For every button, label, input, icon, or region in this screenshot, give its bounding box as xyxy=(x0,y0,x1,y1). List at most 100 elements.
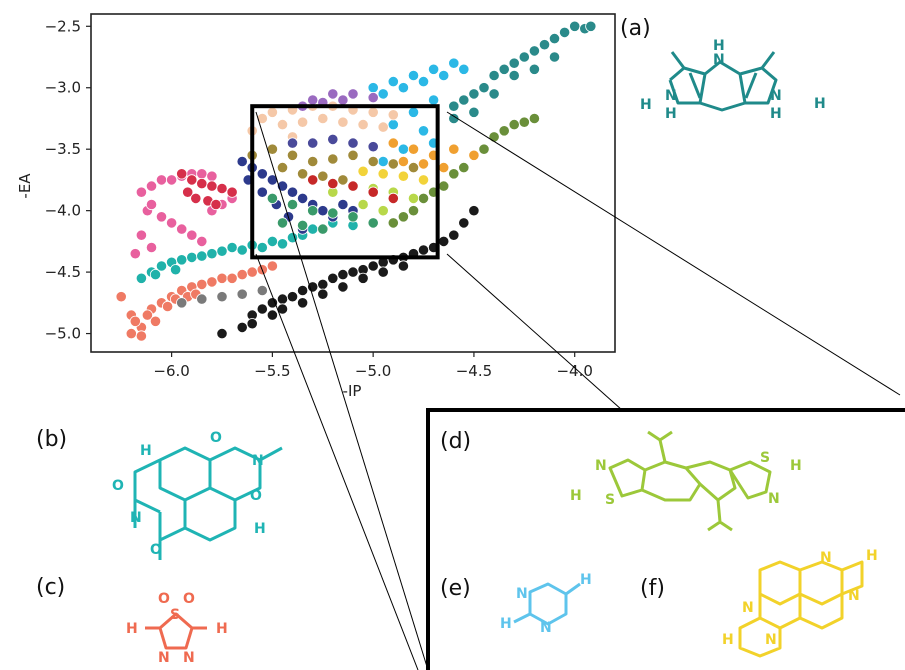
scatter-point xyxy=(357,165,369,177)
atom-label: H xyxy=(770,106,782,122)
atom-label: S xyxy=(605,492,615,508)
scatter-point xyxy=(216,182,228,195)
scatter-point xyxy=(397,82,409,94)
scatter-point xyxy=(162,300,174,313)
scatter-point xyxy=(125,327,137,340)
scatter-point xyxy=(377,168,389,180)
scatter-point xyxy=(206,180,218,192)
y-axis-label: -EA xyxy=(16,173,34,199)
scatter-point xyxy=(397,170,409,182)
scatter-point xyxy=(307,155,319,168)
scatter-point xyxy=(387,137,399,149)
scatter-point xyxy=(307,205,319,217)
scatter-point xyxy=(286,186,299,198)
scatter-point xyxy=(266,297,278,309)
scatter-point xyxy=(417,174,430,186)
scatter-point xyxy=(296,168,309,180)
scatter-point xyxy=(135,272,147,284)
scatter-point xyxy=(569,20,581,32)
scatter-point xyxy=(149,268,162,281)
scatter-point xyxy=(478,82,490,94)
scatter-point xyxy=(307,94,319,106)
scatter-point xyxy=(246,266,258,278)
scatter-point xyxy=(478,143,490,155)
scatter-point xyxy=(337,281,349,293)
y-tick-label: −5.0 xyxy=(45,325,81,343)
x-tick-label: −4.5 xyxy=(456,362,492,380)
atom-label: O xyxy=(250,488,262,504)
scatter-point xyxy=(417,76,430,88)
panel-label-c: (c) xyxy=(36,575,65,600)
scatter-point xyxy=(145,180,158,192)
scatter-point xyxy=(176,168,188,180)
atom-label: S xyxy=(170,607,180,623)
scatter-point xyxy=(176,223,188,235)
scatter-point xyxy=(182,186,194,198)
scatter-point xyxy=(296,284,309,297)
scatter-point xyxy=(190,192,202,204)
scatter-point xyxy=(286,137,299,149)
scatter-point xyxy=(468,106,480,118)
atom-label: H xyxy=(722,632,734,648)
scatter-point xyxy=(347,137,359,149)
scatter-point xyxy=(397,155,409,168)
scatter-point xyxy=(286,291,299,303)
projection-line-b xyxy=(446,253,623,411)
scatter-point xyxy=(407,143,420,155)
atom-label: H xyxy=(866,548,878,564)
atom-label: H xyxy=(126,621,138,637)
scatter-point xyxy=(337,198,349,211)
atom-label: H xyxy=(640,97,652,113)
scatter-point xyxy=(377,88,389,100)
scatter-point xyxy=(528,112,541,125)
scatter-point xyxy=(468,205,480,217)
panel-label-d: (d) xyxy=(440,429,471,454)
scatter-point xyxy=(186,251,198,263)
plot-frame xyxy=(90,13,616,353)
scatter-point xyxy=(458,94,470,106)
atom-label: N xyxy=(540,620,552,636)
atom-label: H xyxy=(500,616,512,632)
scatter-point xyxy=(256,241,268,254)
x-axis-label: -IP xyxy=(343,382,362,400)
scatter-point xyxy=(216,291,228,303)
scatter-point xyxy=(488,131,500,143)
atom-label: H xyxy=(713,38,725,54)
scatter-point xyxy=(296,219,309,231)
scatter-point xyxy=(387,158,399,170)
scatter-point xyxy=(387,109,399,121)
atom-label: H xyxy=(216,621,228,637)
scatter-point xyxy=(129,315,141,327)
scatter-point xyxy=(115,291,127,303)
scatter-point xyxy=(407,106,420,118)
scatter-point xyxy=(448,168,460,180)
x-tick-label: −4.0 xyxy=(556,362,592,380)
y-tick-label: −4.5 xyxy=(45,263,81,281)
scatter-point xyxy=(296,192,309,204)
scatter-points xyxy=(115,20,597,342)
scatter-point xyxy=(317,112,329,125)
scatter-point xyxy=(508,119,520,131)
scatter-point xyxy=(296,297,309,309)
scatter-point xyxy=(216,272,228,284)
scatter-point xyxy=(256,303,268,315)
scatter-point xyxy=(135,330,147,342)
molecule-e-structure: N H H N xyxy=(500,572,592,636)
x-axis-ticks: −6.0 −5.5 −5.0 −4.5 −4.0 xyxy=(153,352,593,380)
y-axis-ticks: −2.5 −3.0 −3.5 −4.0 −4.5 −5.0 xyxy=(45,17,91,343)
scatter-point xyxy=(438,162,450,174)
scatter-point xyxy=(448,57,460,69)
scatter-point xyxy=(166,217,178,229)
scatter-point xyxy=(387,76,399,88)
panel-label-a: (a) xyxy=(620,16,651,41)
panel-label-b: (b) xyxy=(36,427,67,452)
scatter-point xyxy=(347,88,359,100)
scatter-point xyxy=(317,223,329,235)
scatter-point xyxy=(226,272,238,284)
scatter-point xyxy=(558,26,571,39)
scatter-point xyxy=(458,162,470,174)
scatter-point xyxy=(427,63,440,75)
scatter-point xyxy=(498,63,510,75)
scatter-point xyxy=(508,57,520,69)
scatter-point xyxy=(427,94,440,106)
